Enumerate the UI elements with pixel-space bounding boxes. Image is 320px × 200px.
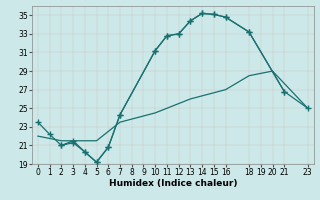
X-axis label: Humidex (Indice chaleur): Humidex (Indice chaleur) [108, 179, 237, 188]
